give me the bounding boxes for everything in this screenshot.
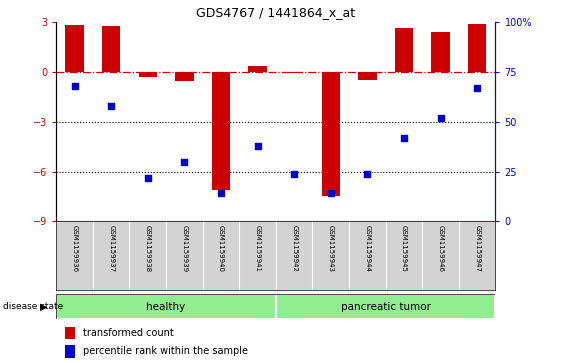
Point [180,159,189,164]
Text: pancreatic tumor: pancreatic tumor [341,302,431,312]
Bar [395,28,413,72]
Text: percentile rank within the sample: percentile rank within the sample [83,346,248,356]
Point [363,171,372,176]
Bar [175,72,194,81]
Point [253,143,262,148]
Text: GSM1159947: GSM1159947 [474,225,480,272]
Bar [431,32,450,72]
Text: GSM1159936: GSM1159936 [72,225,78,272]
Point [472,85,481,90]
Text: GSM1159944: GSM1159944 [364,225,370,272]
Text: GSM1159940: GSM1159940 [218,225,224,272]
Bar [358,72,377,80]
Text: GSM1159937: GSM1159937 [108,225,114,272]
Text: healthy: healthy [146,302,186,312]
Text: transformed count: transformed count [83,328,173,338]
Bar [65,327,75,339]
Point [326,191,335,196]
Bar [65,345,75,358]
Bar [212,72,230,190]
Text: GSM1159943: GSM1159943 [328,225,334,272]
Text: GSM1159942: GSM1159942 [291,225,297,272]
Text: GSM1159938: GSM1159938 [145,225,151,272]
Point [436,115,445,121]
Point [70,83,79,89]
Point [216,191,225,196]
Bar [102,26,120,72]
Bar [65,25,84,72]
Bar [321,72,340,196]
Text: GSM1159945: GSM1159945 [401,225,407,272]
Point [400,135,409,140]
Bar [285,72,303,73]
Point [107,103,116,109]
Point [290,171,299,176]
Text: disease state: disease state [3,302,63,311]
Text: ▶: ▶ [41,302,48,312]
Bar [56,294,276,319]
Bar [248,66,267,72]
Bar [468,24,486,72]
Text: GSM1159939: GSM1159939 [181,225,187,272]
Bar [138,72,157,77]
Point [143,175,152,180]
Text: GSM1159941: GSM1159941 [254,225,261,272]
Text: GSM1159946: GSM1159946 [437,225,444,272]
Title: GDS4767 / 1441864_x_at: GDS4767 / 1441864_x_at [196,6,355,19]
Bar [276,294,495,319]
